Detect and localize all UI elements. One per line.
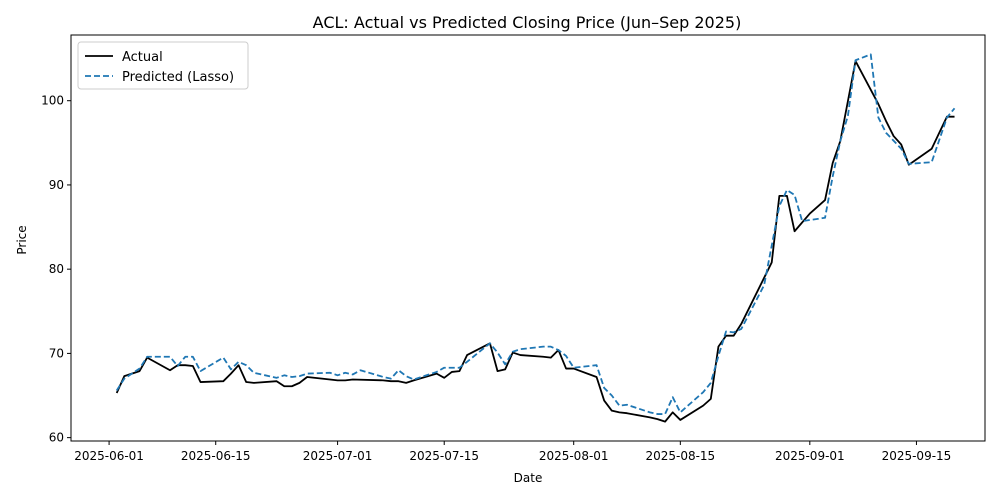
- y-tick-label: 60: [49, 431, 64, 445]
- x-tick-label: 2025-06-15: [181, 449, 251, 463]
- y-tick-label: 90: [49, 178, 64, 192]
- x-tick-label: 2025-07-15: [409, 449, 479, 463]
- series-line-predicted: [115, 53, 956, 415]
- chart-title: ACL: Actual vs Predicted Closing Price (…: [313, 13, 742, 32]
- legend-box: [77, 41, 249, 90]
- y-tick-label: 70: [49, 346, 64, 360]
- x-tick-label: 2025-09-15: [882, 449, 952, 463]
- legend-label-actual: Actual: [122, 50, 163, 65]
- y-axis: 60 70 80 90 100: [41, 94, 71, 445]
- x-tick-label: 2025-08-15: [645, 449, 715, 463]
- x-tick-label: 2025-07-01: [303, 449, 373, 463]
- plot-frame: [70, 34, 986, 442]
- y-axis-label: Price: [15, 225, 29, 254]
- x-axis-label: Date: [514, 471, 543, 485]
- series-line-actual: [115, 60, 955, 423]
- x-tick-label: 2025-09-01: [775, 449, 845, 463]
- legend-label-predicted: Predicted (Lasso): [122, 70, 234, 85]
- legend: Actual Predicted (Lasso): [77, 41, 249, 90]
- x-tick-label: 2025-06-01: [74, 449, 144, 463]
- y-tick-label: 100: [41, 94, 64, 108]
- x-axis: 2025-06-01 2025-06-15 2025-07-01 2025-07-15…: [74, 441, 951, 463]
- x-tick-label: 2025-08-01: [539, 449, 609, 463]
- y-tick-label: 80: [49, 262, 64, 276]
- plot-area: [115, 53, 956, 423]
